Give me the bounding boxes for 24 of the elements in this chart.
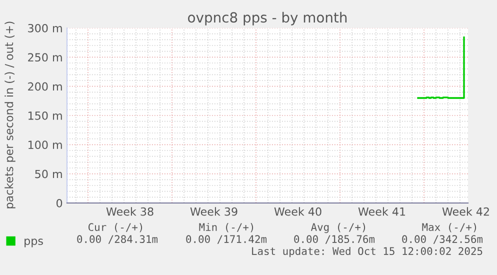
y-tick-label: 250 m xyxy=(28,53,62,62)
text: 0.00 /171.42m xyxy=(186,235,267,244)
x-tick-label: Week 38 xyxy=(106,207,154,216)
legend-label: pps xyxy=(24,238,43,248)
y-tick-label: 300 m xyxy=(28,24,62,32)
y-axis-title: packets per second in (-) / out (+) xyxy=(4,22,16,208)
x-tick-label: Week 39 xyxy=(190,207,238,216)
text: Avg (-/+) xyxy=(310,222,366,234)
chart-title: ovpnc8 pps - by month xyxy=(188,12,347,26)
y-tick-label: 50 m xyxy=(35,170,62,178)
y-tick-label: 200 m xyxy=(28,82,62,91)
text: 0.00 /185.76m xyxy=(294,235,375,244)
x-tick-label: Week 42 xyxy=(442,207,489,216)
text: Min (-/+) xyxy=(199,222,254,232)
y-tick-label: 100 m xyxy=(28,140,62,150)
y-tick-label: 150 m xyxy=(28,111,62,120)
text: Last update: Wed Oct 15 12:00:02 2025 xyxy=(252,246,482,258)
x-tick-label: Week 40 xyxy=(274,207,322,216)
x-tick-label: Week 41 xyxy=(358,207,406,216)
text: Max (-/+) xyxy=(422,223,476,232)
y-tick-label: 0 xyxy=(56,198,62,208)
text: Cur (-/+) xyxy=(88,223,142,232)
text: 0.00 /284.31m xyxy=(77,235,158,244)
text: 0.00 /342.56m xyxy=(402,235,483,244)
